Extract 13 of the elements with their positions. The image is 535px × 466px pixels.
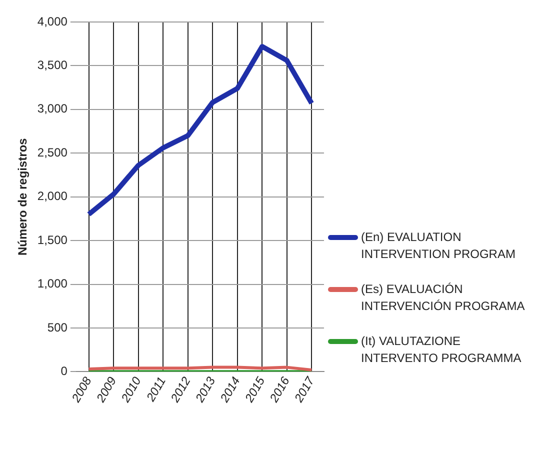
y-tick-label: 1,500 (37, 232, 68, 247)
legend-label: (It) VALUTAZIONE INTERVENTO PROGRAMMA (361, 333, 522, 367)
y-tick-label: 500 (47, 320, 68, 334)
legend-label: (Es) EVALUACIÓN INTERVENCIÓN PROGRAMA (361, 281, 526, 315)
y-tick-label: 2,000 (37, 189, 68, 204)
y-tick-label: 0 (60, 364, 68, 378)
y-tick-label: 1,000 (37, 276, 68, 291)
y-tick-label: 3,000 (37, 102, 68, 116)
y-tick-label: 4,000 (37, 14, 68, 28)
y-axis-title: Número de registros (16, 138, 30, 256)
y-tick-label: 2,500 (37, 145, 68, 160)
y-tick-label: 3,500 (37, 58, 68, 72)
legend-label: (En) EVALUATION INTERVENTION PROGRAM (361, 229, 516, 263)
